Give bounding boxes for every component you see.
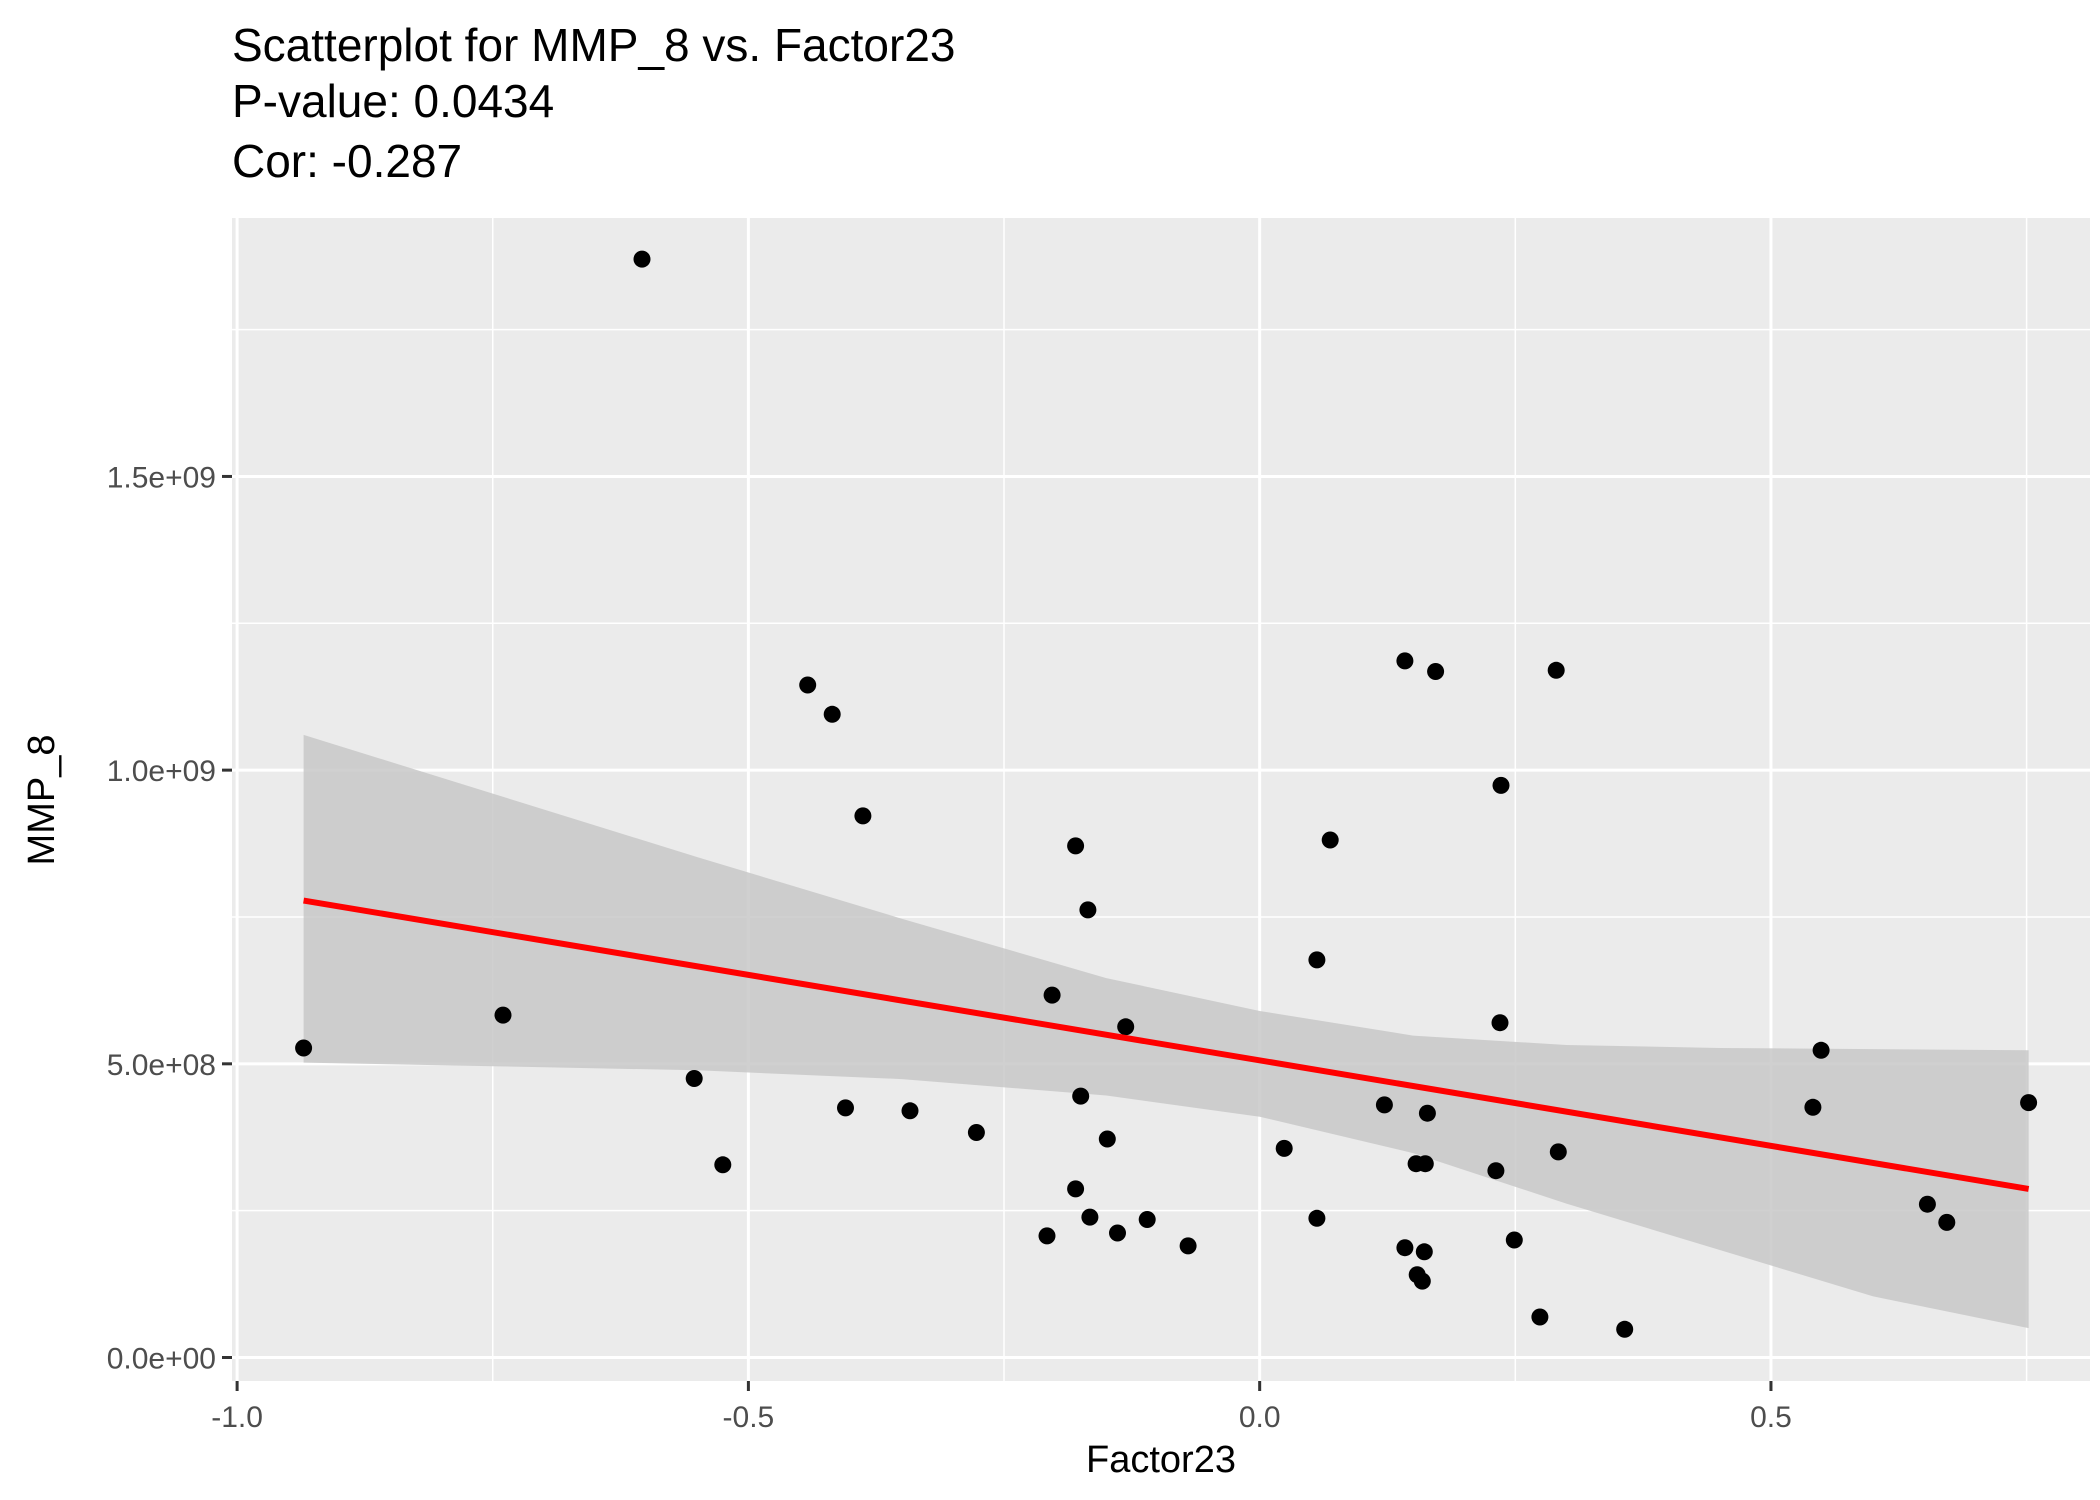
confidence-band	[303, 734, 2029, 1329]
y-tick-label: 0.0e+00	[107, 1343, 216, 1376]
scatter-point	[1413, 1272, 1431, 1290]
scatter-point	[1117, 1018, 1135, 1036]
scatter-point	[1109, 1224, 1126, 1242]
scatter-point	[1396, 1239, 1414, 1257]
scatter-point	[1938, 1213, 1956, 1231]
scatter-point	[1812, 1041, 1830, 1059]
scatter-point	[1098, 1130, 1116, 1148]
scatter-point	[1067, 1180, 1085, 1198]
scatter-point	[1549, 1143, 1567, 1161]
x-tick-label: -1.0	[211, 1401, 263, 1434]
scatter-point	[685, 1070, 703, 1087]
scatter-point	[295, 1039, 313, 1057]
scatter-point	[1505, 1231, 1523, 1249]
scatter-point	[1079, 901, 1097, 919]
scatter-point	[1321, 831, 1339, 849]
x-axis-label: Factor23	[1086, 1439, 1236, 1481]
scatter-point	[1415, 1243, 1433, 1261]
data-points	[295, 250, 2038, 1338]
scatter-point	[854, 807, 872, 825]
scatter-point	[799, 676, 817, 694]
scatter-point	[1492, 776, 1510, 794]
scatter-point	[714, 1156, 732, 1174]
chart-subtitle-pvalue: P-value: 0.0434	[232, 75, 555, 127]
regression-line	[303, 897, 2030, 1192]
scatter-point	[901, 1102, 919, 1120]
chart-title: Scatterplot for MMP_8 vs. Factor23	[232, 19, 956, 71]
chart-subtitle-cor: Cor: -0.287	[232, 135, 463, 187]
scatter-point	[1179, 1237, 1197, 1255]
scatter-point	[1427, 663, 1445, 680]
scatter-point	[1067, 837, 1085, 855]
y-tick-label: 5.0e+08	[107, 1049, 216, 1082]
scatter-point	[2020, 1094, 2038, 1112]
x-tick-label: -0.5	[723, 1401, 775, 1434]
scatter-point	[1547, 661, 1565, 679]
scatter-point	[1308, 951, 1326, 969]
scatter-point	[1308, 1209, 1326, 1227]
scatter-point	[1081, 1208, 1099, 1226]
x-tick-label: 0.5	[1750, 1401, 1792, 1434]
scatter-point	[1487, 1162, 1505, 1180]
scatter-point	[494, 1006, 512, 1024]
x-tick-label: 0.0	[1239, 1401, 1281, 1434]
scatter-point	[1416, 1155, 1434, 1173]
scatter-point	[1038, 1227, 1056, 1245]
major-gridlines	[232, 218, 2090, 1381]
scatter-point	[967, 1124, 985, 1141]
y-axis: 0.0e+00 5.0e+08 1.0e+09 1.5e+09	[107, 461, 232, 1376]
scatter-point	[1043, 986, 1061, 1004]
y-axis-label: MMP_8	[21, 735, 63, 866]
scatter-point	[1072, 1087, 1090, 1105]
scatter-point	[1375, 1096, 1393, 1114]
scatter-point	[1531, 1308, 1549, 1326]
y-tick-label: 1.5e+09	[107, 461, 216, 494]
scatter-point	[1138, 1211, 1156, 1228]
scatter-point	[823, 705, 841, 723]
scatter-point	[1275, 1139, 1293, 1157]
scatter-point	[633, 250, 651, 268]
y-tick-label: 1.0e+09	[107, 755, 216, 788]
x-axis: -1.0 -0.5 0.0 0.5	[211, 1381, 1792, 1434]
scatter-point	[1616, 1320, 1634, 1338]
scatter-point	[1918, 1195, 1936, 1213]
scatter-point	[1418, 1104, 1436, 1122]
scatter-point	[837, 1099, 854, 1117]
scatter-point	[1396, 652, 1414, 670]
scatter-point	[1804, 1098, 1822, 1116]
scatter-point	[1491, 1014, 1509, 1032]
